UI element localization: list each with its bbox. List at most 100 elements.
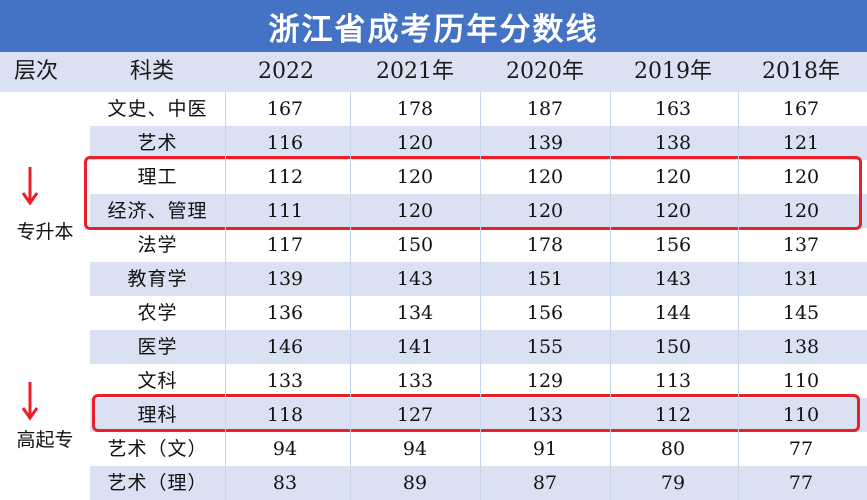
header-subject: 科类 [130, 59, 175, 84]
score-cell: 139 [526, 132, 564, 154]
header-2018: 2018年 [762, 59, 840, 84]
level-label-upgrade: 专升本 [16, 221, 74, 243]
score-cell: 145 [782, 302, 820, 324]
subject-cell: 农学 [137, 302, 178, 324]
score-cell: 87 [532, 472, 558, 494]
score-cell: 77 [788, 472, 814, 494]
subject-cell: 法学 [137, 234, 178, 256]
subject-cell: 文史、中医 [107, 98, 208, 120]
score-cell: 134 [396, 302, 434, 324]
score-cell: 120 [396, 166, 434, 188]
score-cell: 151 [526, 268, 564, 290]
score-cell: 94 [272, 438, 298, 460]
subject-cell: 理科 [137, 404, 178, 426]
score-cell: 178 [526, 234, 564, 256]
score-cell: 111 [266, 200, 304, 222]
score-cell: 94 [402, 438, 428, 460]
score-cell: 133 [266, 370, 304, 392]
subject-cell: 经济、管理 [107, 200, 208, 222]
score-cell: 121 [782, 132, 820, 154]
score-cell: 120 [782, 200, 820, 222]
subject-cell: 文科 [137, 370, 178, 392]
table-row: 文科 133 133 129 113 110 [90, 364, 867, 398]
table-row: 艺术（理） 83 89 87 79 77 [90, 466, 867, 500]
table-row: 经济、管理 111 120 120 120 120 [90, 194, 867, 228]
score-cell: 146 [266, 336, 304, 358]
table-row: 艺术 116 120 139 138 121 [90, 126, 867, 160]
down-arrow-icon [21, 382, 39, 421]
score-cell: 136 [266, 302, 304, 324]
table-row: 理工 112 120 120 120 120 [90, 160, 867, 194]
table-row: 农学 136 134 156 144 145 [90, 296, 867, 330]
subject-cell: 艺术（理） [107, 472, 208, 494]
score-cell: 116 [266, 132, 304, 154]
score-cell: 187 [526, 98, 564, 120]
score-cell: 120 [654, 200, 692, 222]
score-cell: 150 [396, 234, 434, 256]
highlight-box-science-economics [84, 156, 862, 230]
header-2019: 2019年 [634, 59, 712, 84]
table-row: 文史、中医 167 178 187 163 167 [90, 92, 867, 126]
score-cell: 138 [782, 336, 820, 358]
group-divider [0, 364, 90, 366]
score-cell: 117 [266, 234, 304, 256]
header-2022: 2022 [258, 59, 314, 84]
score-cell: 113 [654, 370, 692, 392]
highlight-box-science [92, 394, 860, 432]
score-cell: 167 [266, 98, 304, 120]
table-row: 理科 118 127 133 112 110 [90, 398, 867, 432]
score-cell: 118 [266, 404, 304, 426]
column-divider [610, 92, 611, 500]
score-cell: 120 [396, 132, 434, 154]
table-row: 医学 146 141 155 150 138 [90, 330, 867, 364]
score-cell: 143 [654, 268, 692, 290]
score-cell: 120 [526, 200, 564, 222]
table-row: 艺术（文） 94 94 91 80 77 [90, 432, 867, 466]
table-header-row: 层次 科类 2022 2021年 2020年 2019年 2018年 [0, 52, 867, 92]
score-cell: 112 [266, 166, 304, 188]
score-cell: 133 [396, 370, 434, 392]
score-cell: 133 [526, 404, 564, 426]
subject-cell: 理工 [137, 166, 178, 188]
column-divider [738, 92, 739, 500]
table-title: 浙江省成考历年分数线 [268, 11, 599, 48]
score-cell: 129 [526, 370, 564, 392]
table-row: 教育学 139 143 151 143 131 [90, 262, 867, 296]
score-cell: 120 [782, 166, 820, 188]
table-title-bar: 浙江省成考历年分数线 [0, 0, 867, 52]
subject-cell: 艺术 [137, 132, 178, 154]
score-cell: 120 [526, 166, 564, 188]
level-label-highschool: 高起专 [16, 429, 74, 451]
score-cell: 131 [782, 268, 820, 290]
header-level: 层次 [14, 59, 59, 84]
score-cell: 155 [526, 336, 564, 358]
score-cell: 156 [526, 302, 564, 324]
score-cell: 144 [654, 302, 692, 324]
score-cell: 156 [654, 234, 692, 256]
subject-cell: 教育学 [127, 268, 188, 290]
header-2020: 2020年 [506, 59, 584, 84]
score-cell: 120 [654, 166, 692, 188]
score-cell: 77 [788, 438, 814, 460]
column-divider [225, 92, 226, 500]
header-2021: 2021年 [376, 59, 454, 84]
score-cell: 167 [782, 98, 820, 120]
down-arrow-icon [21, 167, 39, 206]
score-cell: 127 [396, 404, 434, 426]
subject-cell: 医学 [137, 336, 178, 358]
table-row: 法学 117 150 178 156 137 [90, 228, 867, 262]
score-cell: 80 [660, 438, 686, 460]
score-cell: 163 [654, 98, 692, 120]
score-cell: 79 [660, 472, 686, 494]
score-cell: 112 [654, 404, 692, 426]
score-cell: 141 [396, 336, 434, 358]
score-cell: 178 [396, 98, 434, 120]
score-cell: 138 [654, 132, 692, 154]
score-cell: 110 [782, 404, 820, 426]
score-cell: 150 [654, 336, 692, 358]
column-divider [350, 92, 351, 500]
subject-cell: 艺术（文） [107, 438, 208, 460]
score-cell: 137 [782, 234, 820, 256]
column-divider [480, 92, 481, 500]
score-cell: 143 [396, 268, 434, 290]
